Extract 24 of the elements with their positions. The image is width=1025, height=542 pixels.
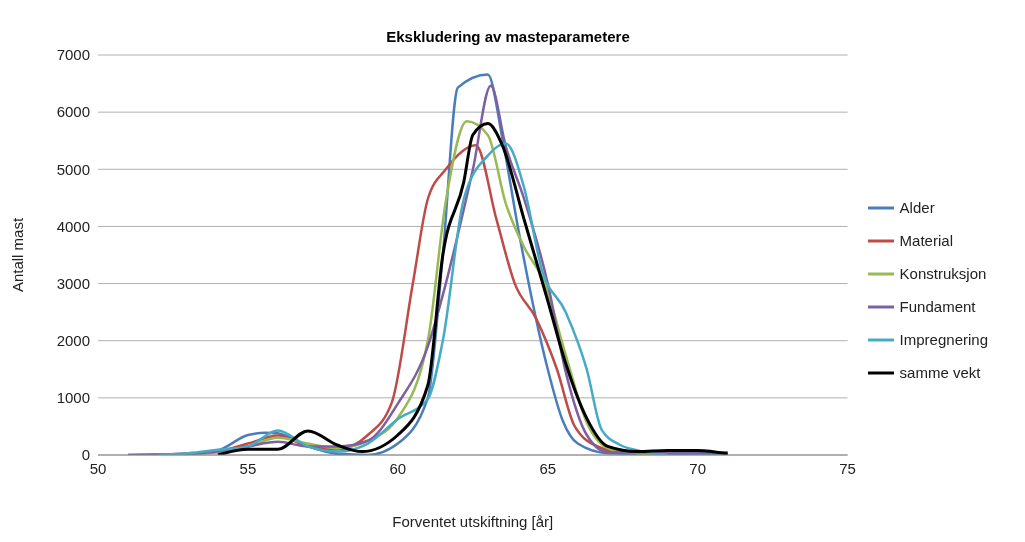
y-tick-label: 5000 [56, 160, 90, 178]
y-axis-title: Antall mast [9, 217, 27, 293]
y-tick-label: 0 [81, 446, 90, 464]
legend-label: samme vekt [899, 363, 981, 383]
y-tick-label: 4000 [56, 217, 90, 235]
y-tick-label: 7000 [56, 46, 90, 64]
legend-label: Impregnering [899, 330, 988, 350]
x-tick-label: 60 [389, 459, 407, 477]
x-tick-label: 65 [539, 459, 557, 477]
legend-label: Alder [899, 198, 935, 218]
x-axis-title: Forventet utskiftning [år] [392, 513, 554, 530]
y-tick-label: 6000 [56, 103, 90, 121]
y-tick-label: 3000 [56, 274, 90, 292]
legend-label: Material [899, 231, 953, 251]
x-tick-label: 70 [689, 459, 707, 477]
legend-label: Konstruksjon [899, 264, 987, 284]
legend-label: Fundament [899, 297, 976, 317]
x-tick-label: 75 [839, 459, 856, 477]
x-tick-label: 50 [89, 459, 107, 477]
line-series [216, 122, 730, 455]
y-tick-label: 1000 [56, 389, 90, 407]
y-tick-label: 2000 [56, 332, 90, 350]
x-tick-label: 55 [239, 459, 257, 477]
chart-title: Ekskludering av masteparametere [385, 27, 631, 45]
